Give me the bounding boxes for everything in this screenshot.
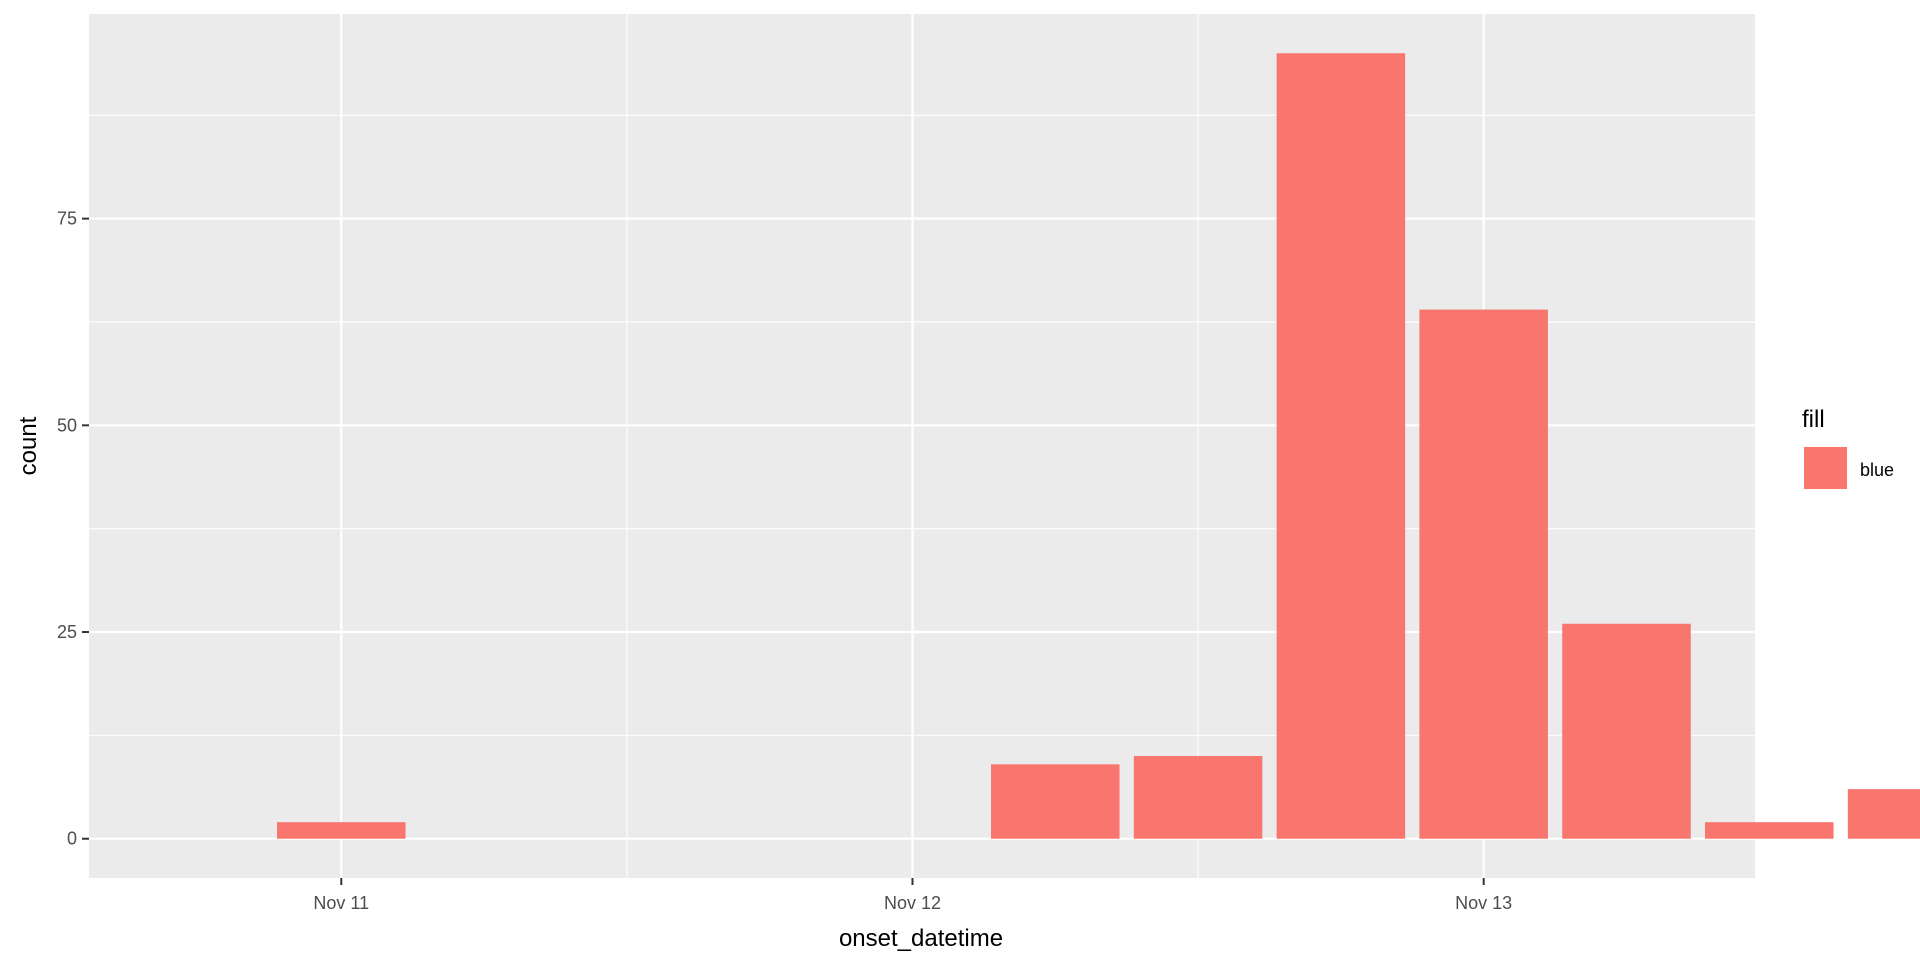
x-tick-label: Nov 12 xyxy=(884,893,941,913)
legend-key-blue xyxy=(1804,447,1847,489)
bars xyxy=(277,53,1920,839)
bar xyxy=(1133,756,1263,839)
bar xyxy=(1276,53,1406,839)
bar xyxy=(1562,623,1691,839)
y-axis-title: count xyxy=(15,416,42,475)
x-axis-title: onset_datetime xyxy=(839,925,1003,952)
axes: 0 25 50 75 Nov 11 Nov 12 Nov 13 xyxy=(57,209,1512,913)
y-tick-label: 0 xyxy=(67,829,77,849)
legend-title: fill xyxy=(1802,406,1825,433)
legend-label-blue: blue xyxy=(1860,460,1894,480)
bar xyxy=(1419,309,1548,839)
y-tick-label: 25 xyxy=(57,622,77,642)
y-tick-label: 50 xyxy=(57,415,77,435)
x-tick-label: Nov 13 xyxy=(1455,893,1512,913)
bar xyxy=(1705,822,1834,839)
x-tick-label: Nov 11 xyxy=(313,893,369,913)
bar xyxy=(1847,789,1920,839)
bar xyxy=(991,764,1120,839)
y-tick-label: 75 xyxy=(57,209,77,229)
bar xyxy=(277,822,406,839)
legend: fill blue xyxy=(1802,406,1894,489)
